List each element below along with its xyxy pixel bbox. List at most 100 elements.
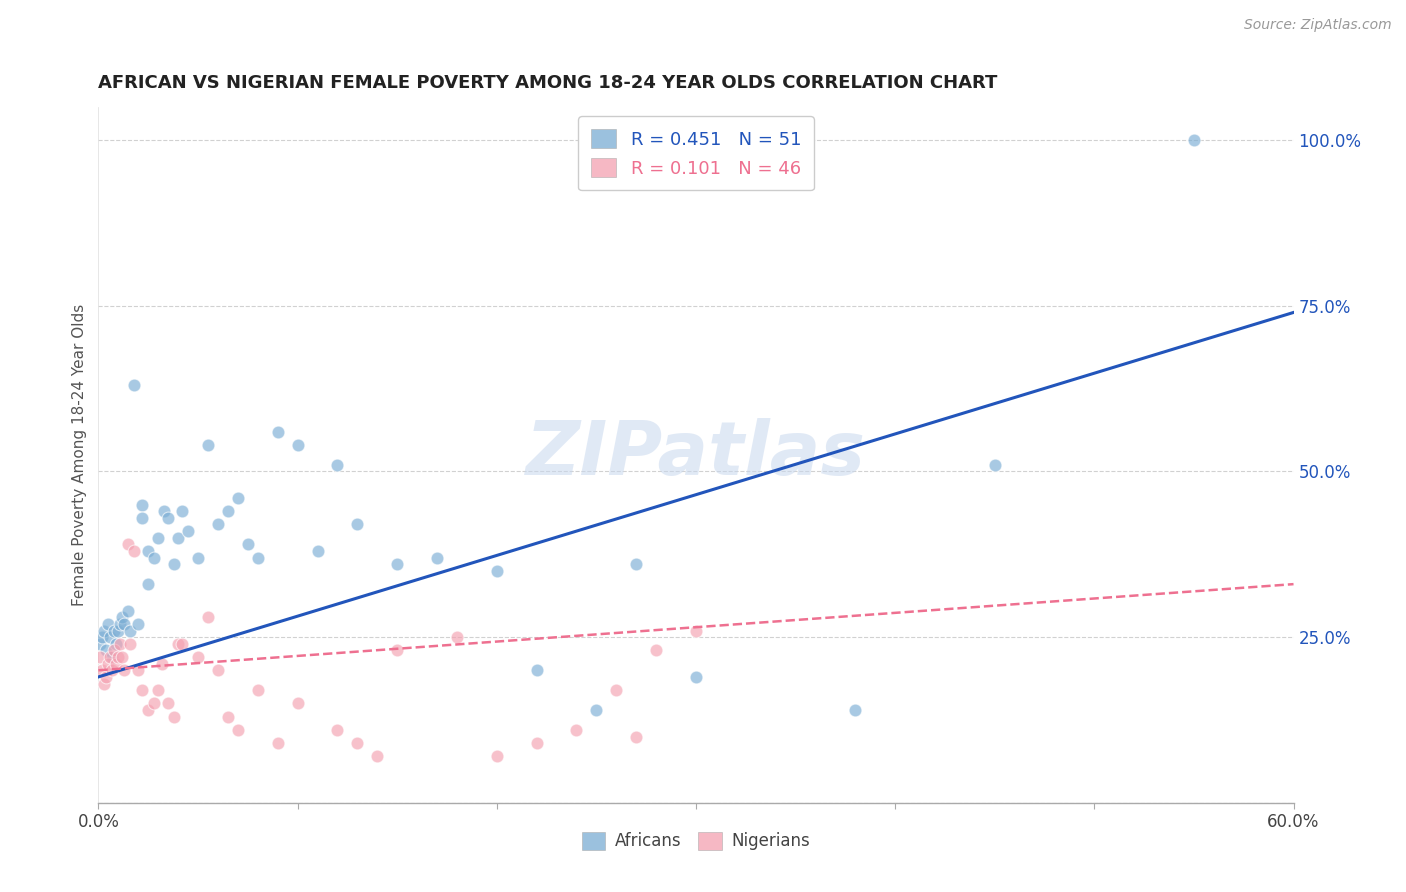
Point bbox=[91, 630, 114, 644]
Point bbox=[246, 683, 269, 698]
Point bbox=[485, 564, 508, 578]
Point bbox=[89, 650, 111, 665]
Point bbox=[127, 663, 149, 677]
Point bbox=[385, 558, 409, 572]
Point bbox=[103, 643, 125, 657]
Point bbox=[101, 650, 124, 665]
Point bbox=[93, 676, 115, 690]
Point bbox=[287, 438, 309, 452]
Point bbox=[93, 624, 115, 638]
Point bbox=[110, 637, 132, 651]
Point bbox=[197, 610, 219, 624]
Point bbox=[226, 491, 249, 505]
Point bbox=[167, 637, 190, 651]
Point bbox=[326, 458, 349, 472]
Point bbox=[157, 697, 180, 711]
Point bbox=[226, 723, 249, 737]
Point bbox=[136, 703, 159, 717]
Point bbox=[97, 616, 120, 631]
Point bbox=[131, 498, 153, 512]
Point bbox=[645, 643, 668, 657]
Point bbox=[485, 749, 508, 764]
Point bbox=[685, 670, 707, 684]
Point bbox=[111, 650, 134, 665]
Point bbox=[98, 650, 122, 665]
Y-axis label: Female Poverty Among 18-24 Year Olds: Female Poverty Among 18-24 Year Olds bbox=[72, 304, 87, 606]
Point bbox=[207, 517, 229, 532]
Point bbox=[426, 550, 449, 565]
Point bbox=[101, 663, 124, 677]
Point bbox=[605, 683, 627, 698]
Point bbox=[172, 504, 194, 518]
Point bbox=[96, 670, 118, 684]
Point bbox=[163, 709, 186, 723]
Point bbox=[105, 637, 128, 651]
Point bbox=[217, 709, 239, 723]
Point bbox=[565, 723, 588, 737]
Point bbox=[267, 425, 290, 439]
Point bbox=[107, 624, 129, 638]
Point bbox=[148, 531, 170, 545]
Point bbox=[153, 504, 176, 518]
Point bbox=[177, 524, 200, 538]
Point bbox=[112, 616, 135, 631]
Point bbox=[120, 624, 142, 638]
Legend: Africans, Nigerians: Africans, Nigerians bbox=[575, 825, 817, 857]
Point bbox=[89, 637, 111, 651]
Point bbox=[131, 511, 153, 525]
Point bbox=[217, 504, 239, 518]
Point bbox=[157, 511, 180, 525]
Point bbox=[246, 550, 269, 565]
Point bbox=[287, 697, 309, 711]
Point bbox=[207, 663, 229, 677]
Point bbox=[91, 663, 114, 677]
Point bbox=[136, 577, 159, 591]
Point bbox=[136, 544, 159, 558]
Point bbox=[112, 663, 135, 677]
Point bbox=[120, 637, 142, 651]
Point bbox=[626, 558, 648, 572]
Point bbox=[163, 558, 186, 572]
Point bbox=[124, 544, 146, 558]
Point bbox=[98, 630, 122, 644]
Text: AFRICAN VS NIGERIAN FEMALE POVERTY AMONG 18-24 YEAR OLDS CORRELATION CHART: AFRICAN VS NIGERIAN FEMALE POVERTY AMONG… bbox=[98, 74, 998, 92]
Point bbox=[107, 650, 129, 665]
Text: ZIPatlas: ZIPatlas bbox=[526, 418, 866, 491]
Point bbox=[187, 650, 209, 665]
Point bbox=[844, 703, 866, 717]
Point bbox=[167, 531, 190, 545]
Point bbox=[110, 616, 132, 631]
Point bbox=[111, 610, 134, 624]
Point bbox=[346, 736, 368, 750]
Point bbox=[117, 604, 139, 618]
Point bbox=[236, 537, 259, 551]
Text: Source: ZipAtlas.com: Source: ZipAtlas.com bbox=[1244, 18, 1392, 32]
Point bbox=[187, 550, 209, 565]
Point bbox=[124, 378, 146, 392]
Point bbox=[143, 697, 166, 711]
Point bbox=[197, 438, 219, 452]
Point bbox=[385, 643, 409, 657]
Point bbox=[366, 749, 388, 764]
Point bbox=[1182, 133, 1205, 147]
Point bbox=[326, 723, 349, 737]
Point bbox=[526, 663, 548, 677]
Point bbox=[172, 637, 194, 651]
Point bbox=[446, 630, 468, 644]
Point bbox=[585, 703, 607, 717]
Point bbox=[131, 683, 153, 698]
Point bbox=[984, 458, 1007, 472]
Point bbox=[307, 544, 329, 558]
Point bbox=[105, 657, 128, 671]
Point bbox=[150, 657, 173, 671]
Point bbox=[626, 730, 648, 744]
Point bbox=[346, 517, 368, 532]
Point bbox=[103, 624, 125, 638]
Point bbox=[96, 643, 118, 657]
Point bbox=[267, 736, 290, 750]
Point bbox=[117, 537, 139, 551]
Point bbox=[526, 736, 548, 750]
Point bbox=[685, 624, 707, 638]
Point bbox=[127, 616, 149, 631]
Point bbox=[143, 550, 166, 565]
